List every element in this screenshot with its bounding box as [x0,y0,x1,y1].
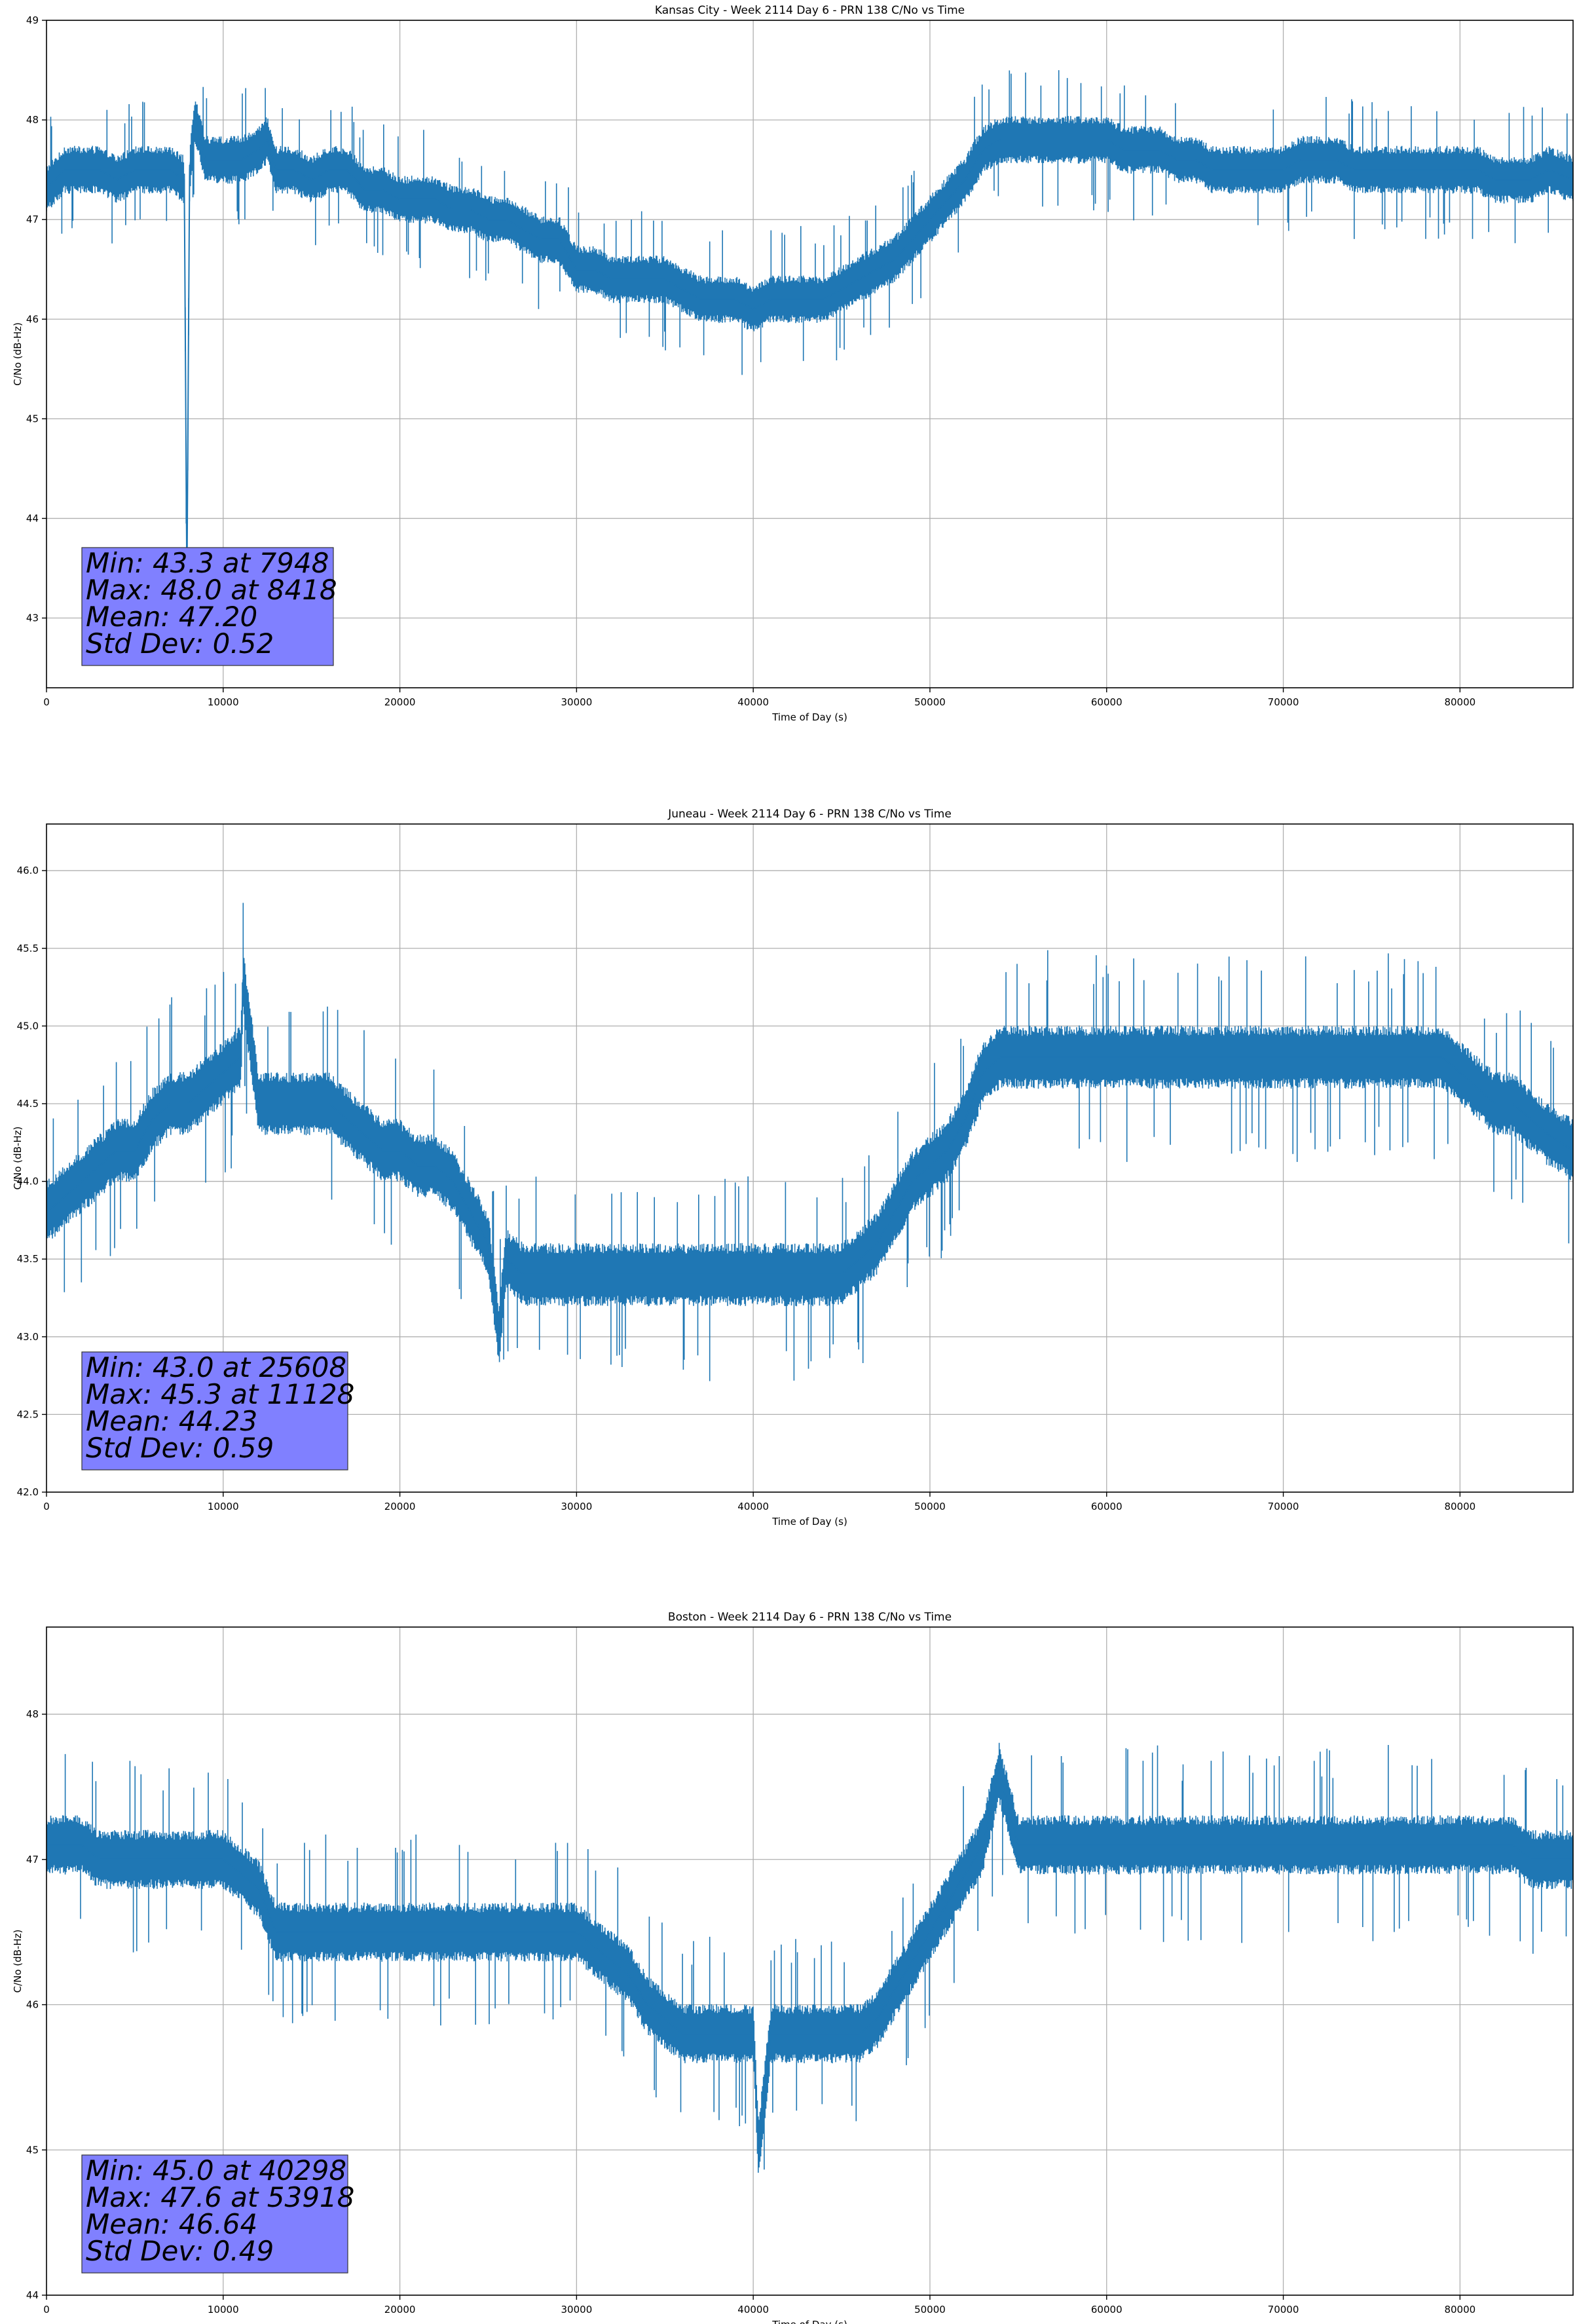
y-axis-label: C/No (dB-Hz) [12,1930,24,1993]
chart-panel-3: 0 10000 20000 30000 40000 50000 60000 70000 8000… [12,1611,1574,2324]
x-tick-label: 40000 [737,2304,769,2315]
stats-line: Mean: 46.64 [86,2208,257,2240]
x-tick-label: 10000 [208,2304,239,2315]
y-tick-label: 47 [26,214,39,225]
stats-line: Std Dev: 0.52 [86,628,274,660]
series-line [46,119,1573,588]
y-tick-label: 43.0 [17,1331,39,1343]
y-tick-label: 43 [26,612,39,624]
y-tick-label: 44.5 [17,1098,39,1110]
stats-line: Max: 48.0 at 8418 [86,574,337,606]
x-tick-label: 10000 [208,696,239,708]
x-tick-label: 50000 [914,2304,946,2315]
x-tick-label: 40000 [737,696,769,708]
x-axis-label: Time of Day (s) [771,1516,847,1527]
stats-line: Min: 45.0 at 40298 [86,2154,346,2186]
x-tick-label: 0 [43,696,50,708]
x-tick-label: 70000 [1268,1501,1299,1512]
stats-line: Max: 45.3 at 11128 [86,1378,354,1410]
stats-line: Max: 47.6 at 53918 [86,2181,354,2213]
series-line [46,1772,1573,2150]
y-tick-label: 46 [26,313,39,325]
x-tick-label: 50000 [914,1501,946,1512]
y-tick-label: 44.0 [17,1176,39,1188]
x-tick-label: 30000 [561,696,593,708]
stats-box [81,2154,348,2274]
stats-line: Std Dev: 0.49 [86,2235,274,2267]
stats-line: Std Dev: 0.59 [86,1432,274,1464]
x-tick-label: 60000 [1091,2304,1122,2315]
x-tick-label: 60000 [1091,696,1122,708]
x-tick-label: 0 [43,2304,50,2315]
y-tick-label: 43.5 [17,1253,39,1265]
y-tick-label: 48 [26,1708,39,1720]
x-tick-label: 80000 [1444,696,1475,708]
chart-title: Juneau - Week 2114 Day 6 - PRN 138 C/No … [667,808,952,821]
axes-frame [46,1626,1574,2296]
series-group [46,70,1573,603]
x-tick-label: 50000 [914,696,946,708]
stats-line: Min: 43.3 at 7948 [86,547,329,579]
x-tick-label: 10000 [208,1501,239,1512]
y-axis-label: C/No (dB-Hz) [12,1127,24,1190]
y-tick-label: 46.0 [17,865,39,876]
y-tick-label: 47 [26,1854,39,1865]
x-tick-label: 30000 [561,1501,593,1512]
axes-frame [46,20,1574,688]
y-tick-label: 45.5 [17,943,39,954]
x-axis-label: Time of Day (s) [771,711,847,723]
y-tick-label: 46 [26,1999,39,2011]
x-axis-label: Time of Day (s) [771,2319,847,2324]
stats-box [81,547,334,666]
x-tick-label: 70000 [1268,2304,1299,2315]
x-tick-label: 80000 [1444,1501,1475,1512]
axes-frame [46,823,1574,1493]
stats-line: Mean: 47.20 [86,601,257,633]
x-tick-label: 20000 [384,1501,416,1512]
y-tick-label: 48 [26,114,39,126]
y-tick-label: 44 [26,512,39,524]
stats-line: Min: 43.0 at 25608 [86,1351,346,1383]
x-tick-label: 70000 [1268,696,1299,708]
y-tick-label: 45 [26,413,39,424]
series-group [46,1742,1573,2173]
x-tick-label: 40000 [737,1501,769,1512]
series-line [46,979,1573,1337]
x-tick-label: 30000 [561,2304,593,2315]
chart-panel-1: 0 10000 20000 30000 40000 50000 60000 70000 8000… [12,4,1574,723]
x-tick-label: 80000 [1444,2304,1475,2315]
stats-box [81,1351,348,1471]
y-tick-label: 42.0 [17,1486,39,1498]
y-axis-label: C/No (dB-Hz) [12,322,24,386]
x-tick-label: 0 [43,1501,50,1512]
y-tick-label: 44 [26,2289,39,2301]
x-tick-label: 20000 [384,2304,416,2315]
chart-panel-2: 0 10000 20000 30000 40000 50000 60000 70000 8000… [12,808,1574,1527]
stats-line: Mean: 44.23 [86,1405,257,1437]
x-tick-label: 20000 [384,696,416,708]
y-tick-label: 42.5 [17,1408,39,1420]
y-tick-label: 49 [26,14,39,26]
chart-title: Kansas City - Week 2114 Day 6 - PRN 138 … [655,4,965,17]
series-band [46,903,1573,1381]
y-tick-label: 45.0 [17,1020,39,1032]
chart-title: Boston - Week 2114 Day 6 - PRN 138 C/No … [668,1611,952,1624]
series-group [46,903,1573,1381]
x-tick-label: 60000 [1091,1501,1122,1512]
y-tick-label: 45 [26,2144,39,2156]
